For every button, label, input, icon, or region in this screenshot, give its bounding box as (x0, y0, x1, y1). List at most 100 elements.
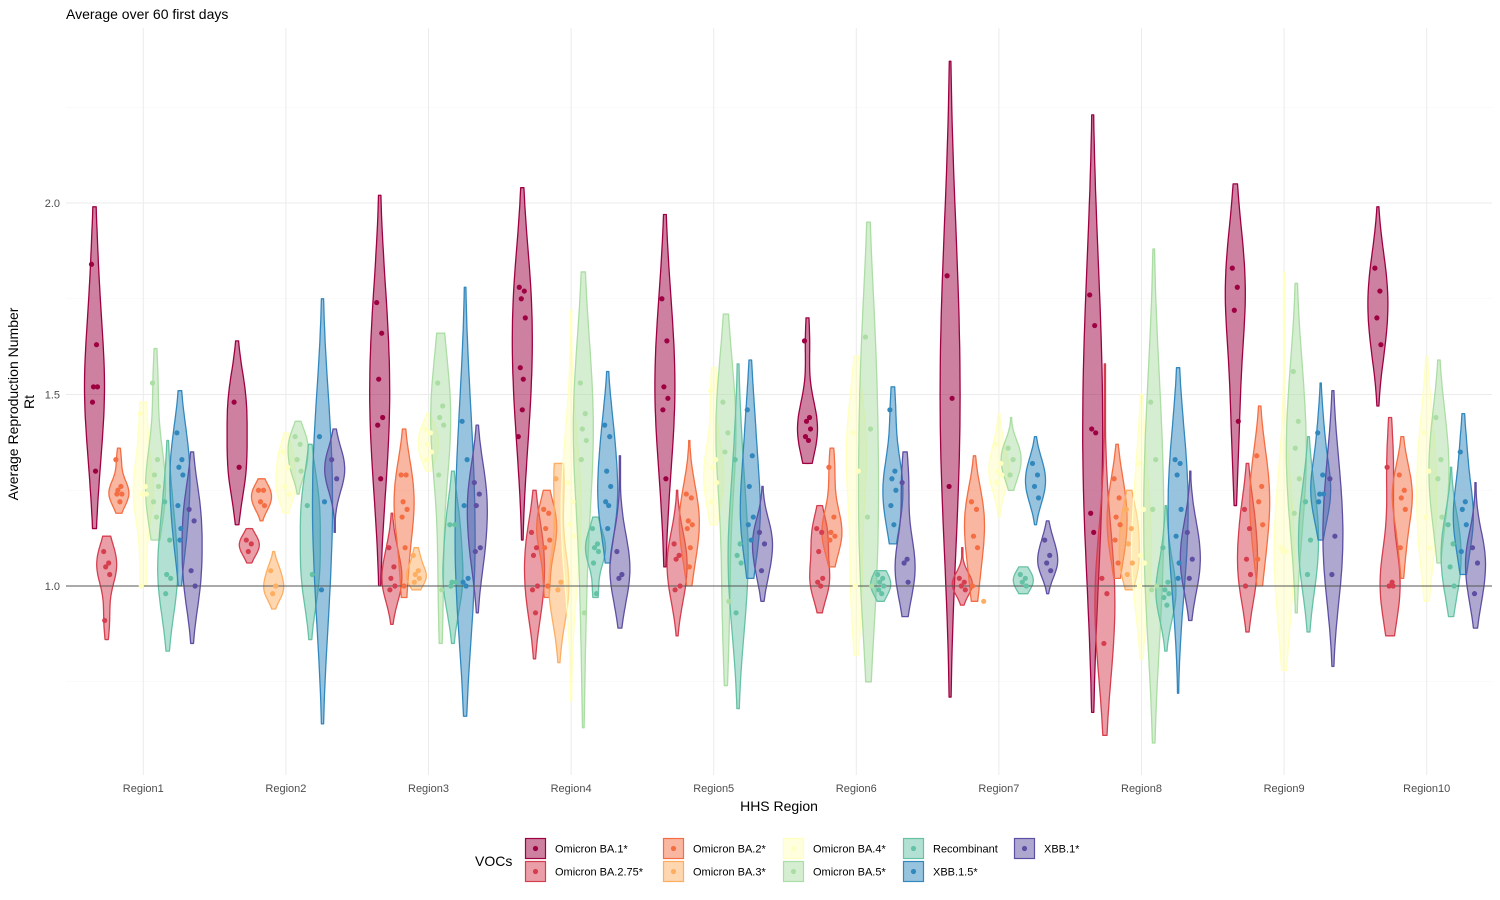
data-point (1327, 476, 1333, 482)
data-point (90, 384, 97, 390)
x-axis-ticks: Region1 Region2 Region3 Region4 Region5 Regio… (123, 783, 1450, 795)
data-point (102, 617, 108, 624)
data-point (591, 545, 598, 551)
data-point (465, 575, 471, 581)
data-point (995, 468, 1001, 474)
data-point (164, 571, 170, 578)
data-point (518, 296, 524, 302)
violin-1-1 (238, 527, 260, 564)
data-point (401, 583, 407, 589)
data-point (889, 476, 895, 482)
data-point (1421, 430, 1427, 436)
data-point (746, 483, 752, 490)
data-point (439, 587, 445, 593)
data-point (1176, 560, 1182, 566)
violin-7-3 (597, 370, 619, 564)
data-point (864, 514, 871, 520)
data-point (1044, 560, 1050, 566)
data-point (93, 342, 100, 348)
data-point (1115, 560, 1121, 566)
data-point (436, 472, 442, 478)
data-point (1117, 522, 1123, 528)
data-point (167, 537, 173, 543)
data-point (376, 376, 382, 382)
violin-1-4 (666, 489, 688, 637)
data-point (1457, 449, 1463, 455)
data-point (892, 468, 898, 474)
data-point (448, 583, 454, 589)
data-point (1123, 506, 1129, 512)
data-point (1292, 445, 1298, 451)
x-tick-label: Region1 (123, 783, 164, 795)
data-point (1423, 514, 1429, 520)
data-point (1137, 552, 1144, 558)
data-point (1019, 579, 1025, 585)
legend-label: Omicron BA.4* (813, 844, 886, 856)
data-point (1241, 506, 1248, 512)
data-point (533, 545, 540, 551)
data-point (671, 541, 677, 547)
data-point (949, 395, 955, 401)
data-point (685, 518, 691, 524)
data-point (391, 564, 397, 570)
data-point (1140, 506, 1147, 512)
data-point (188, 568, 194, 574)
data-point (905, 579, 911, 585)
data-point (619, 571, 625, 578)
data-point (541, 506, 547, 512)
data-point (687, 545, 693, 551)
data-point (579, 426, 585, 432)
data-point (1447, 564, 1453, 570)
data-point (1099, 575, 1105, 581)
data-point (375, 422, 381, 428)
data-point (174, 430, 180, 436)
data-point (1296, 476, 1302, 482)
data-point (520, 376, 526, 382)
data-point (452, 522, 458, 528)
data-point (1458, 548, 1464, 555)
data-point (1189, 556, 1195, 562)
data-point (1397, 545, 1403, 551)
data-point (1017, 571, 1023, 578)
data-point (546, 510, 552, 516)
data-point (663, 476, 669, 482)
data-point (543, 525, 549, 532)
data-point (180, 472, 186, 478)
x-tick-label: Region9 (1264, 783, 1305, 795)
data-point (665, 395, 671, 401)
violin-8-9 (1464, 481, 1487, 629)
points (88, 261, 1481, 647)
legend-label: Omicron BA.2.75* (555, 867, 644, 879)
data-point (893, 487, 899, 493)
violin-0-9 (1367, 206, 1389, 407)
data-point (1317, 491, 1323, 497)
data-point (149, 380, 156, 386)
data-point (1332, 533, 1338, 539)
data-point (398, 472, 404, 478)
data-point (162, 499, 168, 505)
data-point (1125, 541, 1131, 547)
x-tick-label: Region2 (265, 783, 306, 795)
data-point (292, 434, 298, 440)
data-point (463, 583, 469, 589)
data-point (1320, 472, 1326, 478)
data-point (268, 568, 274, 574)
legend-key-point (532, 845, 539, 852)
data-point (386, 545, 392, 551)
violin-8-6 (1037, 520, 1059, 595)
data-point (139, 491, 145, 497)
data-point (1234, 284, 1240, 290)
data-point (1378, 342, 1384, 348)
data-point (179, 457, 185, 463)
violin-2-9 (1391, 435, 1413, 579)
data-point (1398, 495, 1404, 501)
data-point (428, 449, 435, 455)
data-point (819, 529, 825, 535)
data-point (1035, 495, 1042, 501)
data-point (1034, 472, 1041, 478)
data-point (472, 548, 478, 555)
data-point (318, 587, 325, 593)
data-point (660, 407, 666, 413)
data-point (410, 552, 416, 558)
violin-8-8 (1322, 390, 1344, 668)
